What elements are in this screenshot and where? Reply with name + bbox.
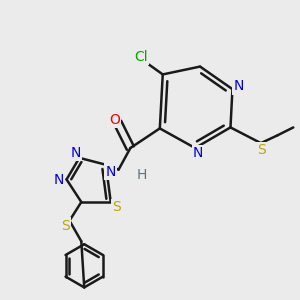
Text: S: S xyxy=(112,200,121,214)
Text: Cl: Cl xyxy=(134,50,148,64)
Text: N: N xyxy=(53,173,64,188)
Text: S: S xyxy=(257,143,266,157)
Text: S: S xyxy=(61,219,70,232)
Text: N: N xyxy=(193,146,203,160)
Text: N: N xyxy=(233,79,244,93)
Text: O: O xyxy=(109,112,120,127)
Text: H: H xyxy=(137,167,147,182)
Text: N: N xyxy=(70,146,81,160)
Text: N: N xyxy=(106,165,116,178)
